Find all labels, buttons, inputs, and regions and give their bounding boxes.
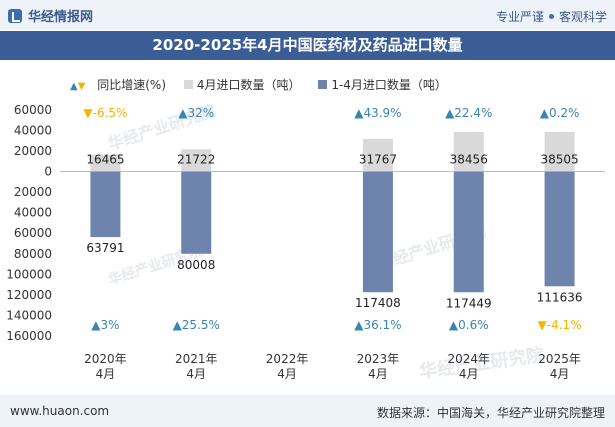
x-tick-label: 4月 [550,367,570,381]
legend-cumulative-label: 1-4月进口数量（吨） [331,78,447,92]
tagline-left: 专业严谨 [495,10,544,24]
y-tick-label: 20000 [14,144,52,158]
triangle-down-icon: ▼ [77,81,86,92]
x-tick-label: 2022年 [266,352,309,366]
data-label-cumulative: 117408 [355,296,401,310]
x-tick-label: 4月 [96,367,116,381]
brand-name: 华经情报网 [28,10,94,25]
chart-title: 2020-2025年4月中国医药材及药品进口数量 [0,31,615,60]
x-tick-label: 4月 [277,367,297,381]
x-tick-label: 2021年 [175,352,218,366]
growth-label-april: ▼-6.5% [83,106,127,120]
footer-site: www.huaon.com [10,404,110,418]
legend-april-label: 4月进口数量（吨） [196,78,301,92]
legend-cumulative: 1-4月进口数量（吨） [318,76,447,93]
data-label-april: 38505 [540,153,578,167]
x-tick-label: 2024年 [447,352,490,366]
top-bar: 华经情报网 专业严谨 客观科学 [0,0,615,30]
growth-label-april: ▲0.2% [540,106,580,120]
tagline: 专业严谨 客观科学 [496,8,607,25]
x-tick-label: 2020年 [84,352,127,366]
y-tick-label: 120000 [6,288,52,302]
footer-source: 数据来源：中国海关，华经产业研究院整理 [376,406,605,420]
bar-april [544,132,575,172]
growth-label-cumulative: ▲25.5% [173,318,220,332]
legend-growth-label: 同比增速(%) [97,78,167,92]
growth-label-april: ▲43.9% [354,106,401,120]
growth-label-cumulative: ▼-4.1% [538,318,582,332]
y-tick-label: 160000 [6,329,52,343]
data-label-april: 38456 [450,153,488,167]
bar-cumulative [362,171,393,293]
triangle-up-icon: ▲ [70,81,78,92]
y-tick-label: 140000 [6,308,52,322]
bar-cumulative [544,171,575,287]
legend-april-swatch [183,80,193,89]
data-label-april: 21722 [177,153,215,167]
legend-growth: ▲▼ 同比增速(%) [70,76,166,93]
x-tick-label: 2025年 [538,352,581,366]
y-tick-label: 60000 [14,103,52,117]
bar-april [453,132,484,172]
y-tick-label: 20000 [14,185,52,199]
x-tick-label: 4月 [368,367,388,381]
y-tick-label: 100000 [6,267,52,281]
growth-label-cumulative: ▲3% [91,318,119,332]
x-tick-label: 4月 [459,367,479,381]
tagline-right: 客观科学 [558,10,607,24]
y-tick-label: 40000 [14,124,52,138]
dot-icon [548,14,554,19]
growth-label-april: ▲22.4% [445,106,492,120]
x-tick-label: 2023年 [357,352,400,366]
data-label-cumulative: 80008 [177,258,215,272]
legend-cumulative-swatch [318,80,328,89]
bar-cumulative [90,171,121,238]
bar-cumulative [453,171,484,293]
bar-april [362,138,393,172]
legend: ▲▼ 同比增速(%) 4月进口数量（吨） 1-4月进口数量（吨） [70,76,461,92]
growth-label-cumulative: ▲0.6% [449,318,489,332]
data-label-april: 16465 [86,153,124,167]
data-label-april: 31767 [359,153,397,167]
brand-logo-icon [8,9,22,23]
growth-label-cumulative: ▲36.1% [354,318,401,332]
y-tick-label: 60000 [14,226,52,240]
growth-label-april: ▲32% [178,106,214,120]
bar-april [181,149,212,172]
brand: 华经情报网 [8,6,93,25]
y-tick-label: 40000 [14,206,52,220]
bar-april [90,154,121,172]
data-label-cumulative: 117449 [446,296,492,310]
data-label-cumulative: 63791 [86,241,124,255]
bar-cumulative [181,171,212,254]
y-tick-label: 0 [44,165,52,179]
footer: www.huaon.com 数据来源：中国海关，华经产业研究院整理 [0,395,615,427]
data-label-cumulative: 111636 [537,290,583,304]
y-tick-label: 80000 [14,247,52,261]
legend-april: 4月进口数量（吨） [183,76,301,93]
x-tick-label: 4月 [186,367,206,381]
